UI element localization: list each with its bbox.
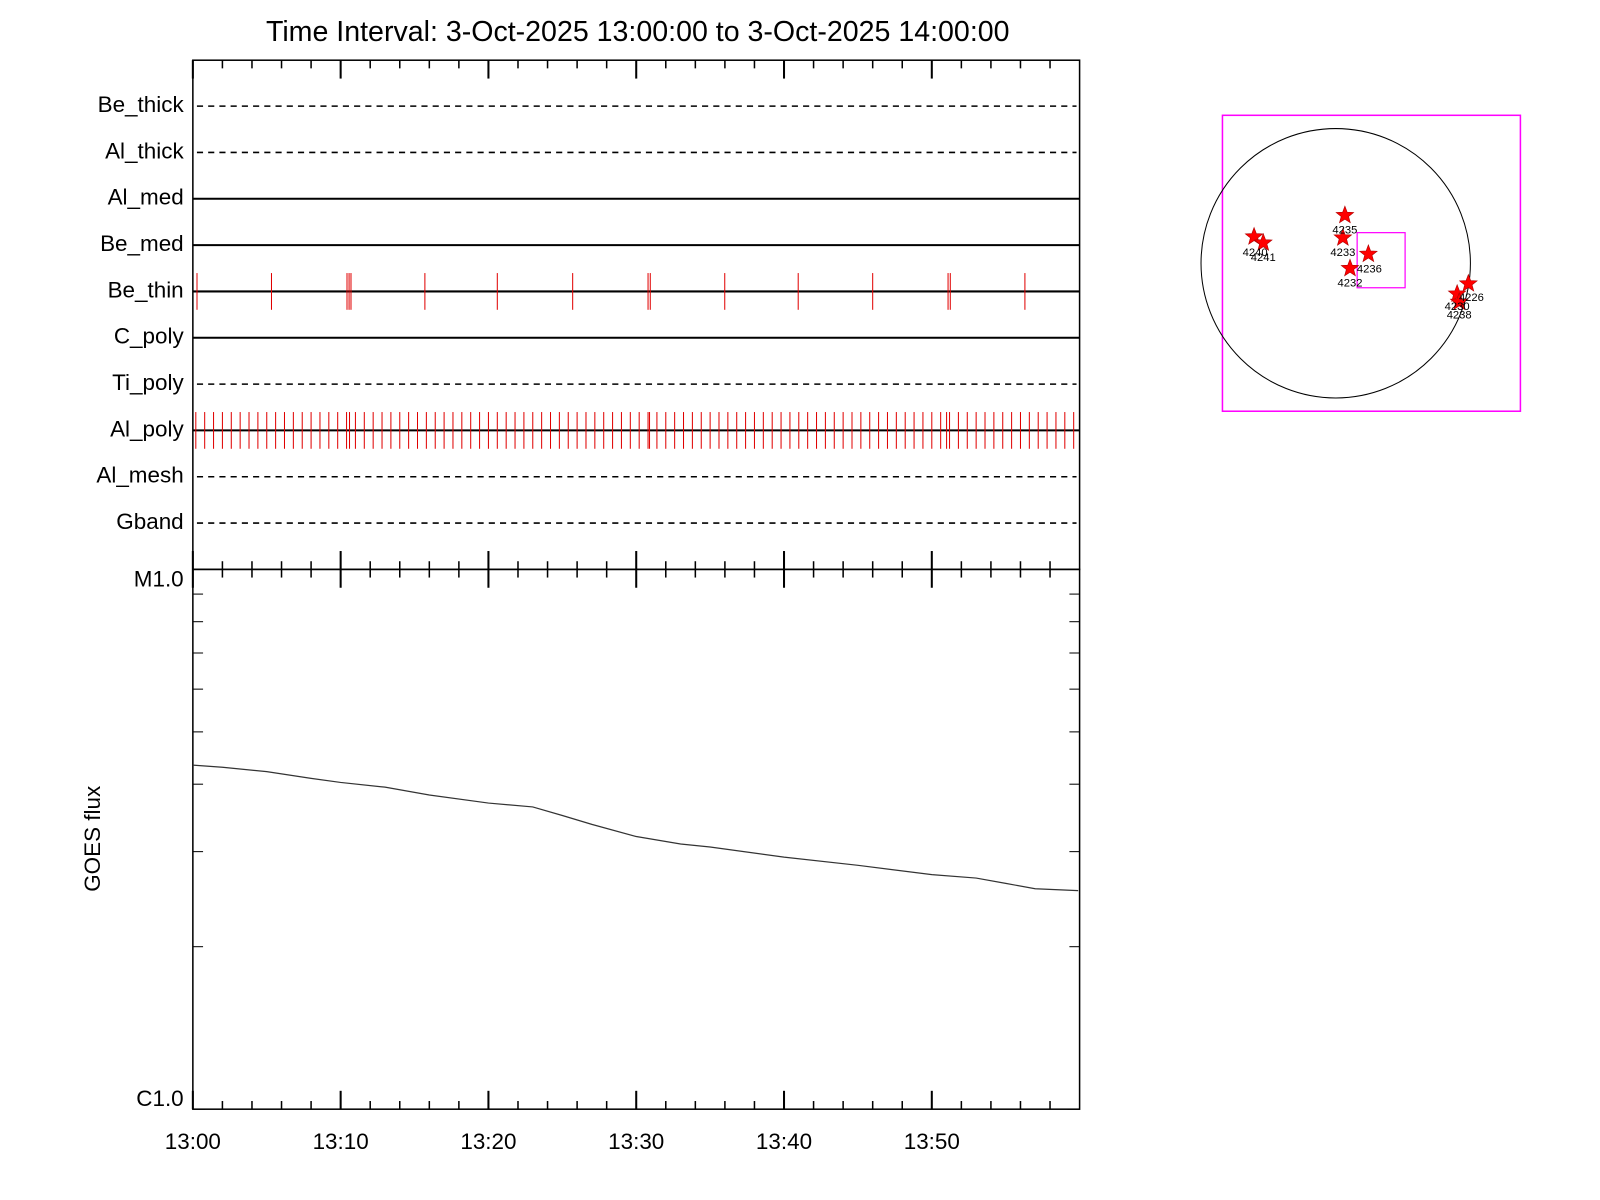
- filter-label: Be_med: [100, 231, 184, 256]
- region-label: 4241: [1251, 252, 1276, 264]
- sun-map: 4240 4241 4235 4233 4236 4232 4226 4230 …: [1200, 114, 1522, 412]
- x-tick-label: 13:10: [313, 1129, 369, 1154]
- region-label: 4236: [1357, 263, 1382, 275]
- y-axis-label: GOES flux: [80, 786, 105, 892]
- filter-label: Gband: [116, 509, 183, 534]
- filter-label: Al_thick: [105, 138, 184, 163]
- region-label: 4233: [1330, 247, 1355, 259]
- solar-disk: [1200, 128, 1471, 399]
- xrt-fov: [1356, 232, 1406, 289]
- y-tick-label: C1.0: [136, 1086, 183, 1111]
- region-label: 4230: [1445, 301, 1470, 313]
- plots: Be_thick Al_thick Al_med Be_med Be_thin C_pol…: [80, 59, 1081, 1154]
- filter-label: Be_thin: [108, 277, 184, 302]
- region-star: [1335, 205, 1354, 224]
- filter-label: C_poly: [114, 324, 185, 349]
- filter-label: Al_med: [108, 185, 184, 210]
- region-label: 4238: [1447, 309, 1472, 321]
- field-of-view: [1221, 114, 1522, 412]
- filter-label: Be_thick: [98, 92, 185, 117]
- x-tick-label: 13:00: [165, 1129, 221, 1154]
- filter-label: Al_mesh: [96, 463, 183, 488]
- region-label: 4232: [1338, 278, 1363, 290]
- plot-frame: [192, 59, 1081, 571]
- x-tick-label: 13:20: [460, 1129, 516, 1154]
- filter-label: Ti_poly: [112, 370, 184, 395]
- plot-frame: [192, 568, 1081, 1110]
- goes-curve: [192, 764, 1079, 892]
- region-label: 4240: [1243, 247, 1268, 259]
- region-star: [1359, 244, 1378, 262]
- x-tick-label: 13:50: [904, 1129, 960, 1154]
- filter-label: Al_poly: [110, 416, 184, 441]
- x-tick-label: 13:30: [608, 1129, 664, 1154]
- region-label: 4235: [1332, 225, 1357, 237]
- x-tick-label: 13:40: [756, 1129, 812, 1154]
- chart-title: Time Interval: 3-Oct-2025 13:00:00 to 3-…: [266, 16, 1010, 48]
- y-tick-label: M1.0: [134, 567, 184, 592]
- region-label: 4226: [1459, 292, 1484, 304]
